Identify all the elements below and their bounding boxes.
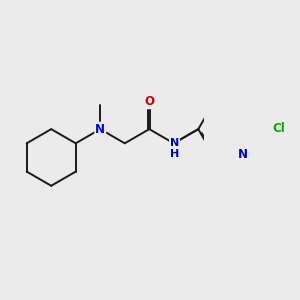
Text: N: N	[238, 148, 248, 161]
Text: O: O	[144, 95, 154, 108]
Text: Cl: Cl	[273, 122, 286, 135]
Text: N
H: N H	[170, 138, 179, 159]
Text: N: N	[95, 123, 105, 136]
